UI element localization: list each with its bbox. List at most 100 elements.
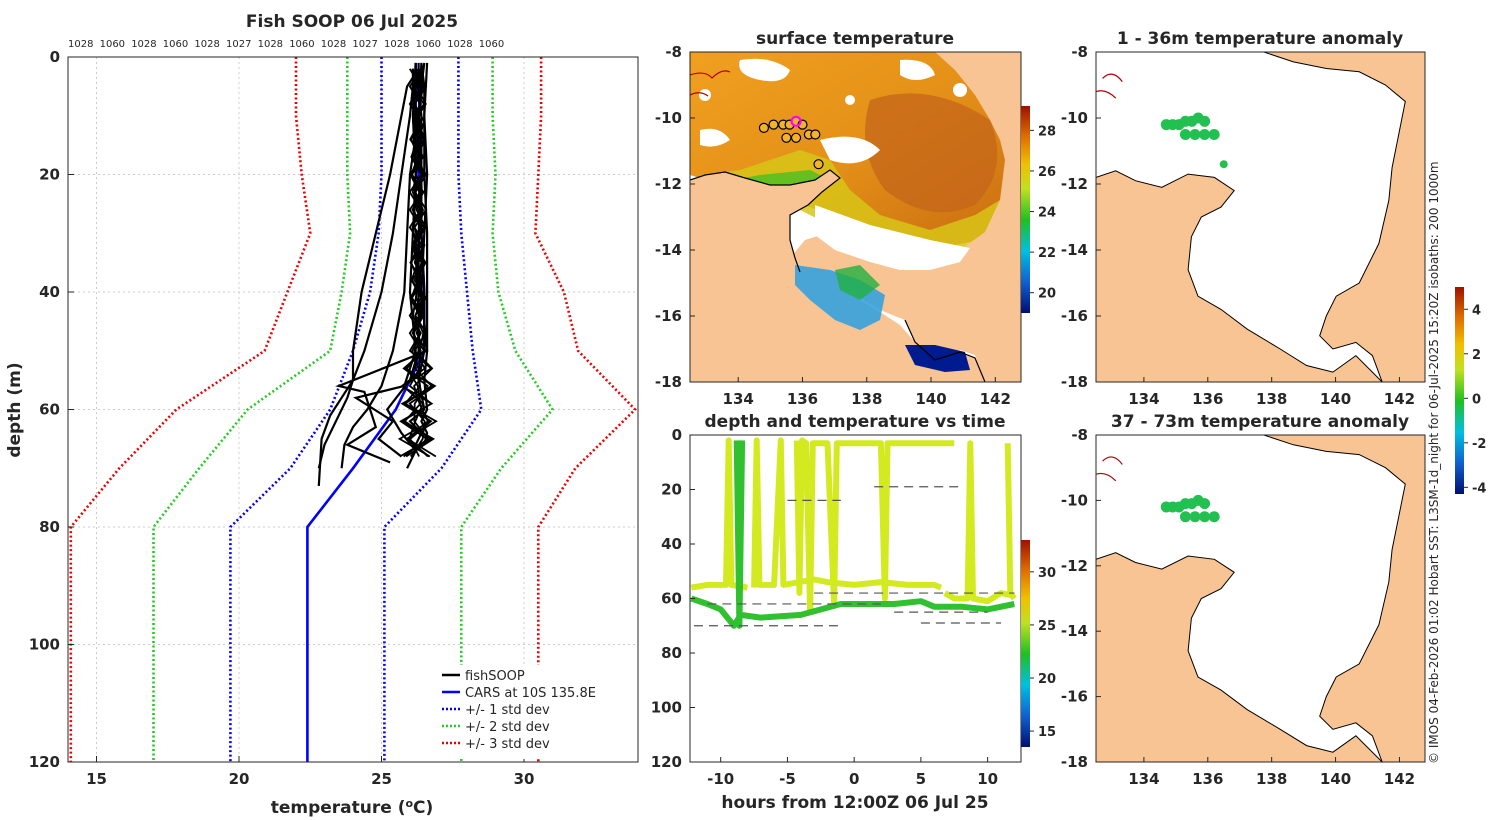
gulf-interior <box>815 205 970 270</box>
map-xtick-label: 136 <box>1192 390 1223 408</box>
time-xtick-label: 5 <box>916 770 926 788</box>
map-xtick-label: 142 <box>980 390 1011 408</box>
surface-colorbar <box>1021 106 1030 313</box>
fishsoop-profile <box>401 68 433 458</box>
surface-station-marker <box>790 132 802 143</box>
anomaly-colorbar <box>1455 287 1464 494</box>
map-ytick-label: -10 <box>1061 109 1088 127</box>
anomaly-station-marker <box>1189 511 1201 523</box>
map-ytick-label: -16 <box>1061 688 1088 706</box>
profile-xtick-label: 20 <box>229 770 250 788</box>
time-ytick-label: 0 <box>672 426 682 444</box>
sst-cloud-gaps <box>699 58 1011 164</box>
colorbar-tick-label: 4 <box>1472 303 1481 318</box>
colorbar-tick-label: 2 <box>1472 348 1481 363</box>
surface-ticks: 134 136 138 140 142 -8 -10 -12 -14 -16 -18 <box>655 43 1011 408</box>
time-marks <box>690 437 1017 629</box>
time-xlabel: hours from 12:00Z 06 Jul 25 <box>721 793 988 813</box>
fishsoop-profile <box>317 68 420 486</box>
colorbar-tick-label: 20 <box>1038 287 1056 302</box>
colorbar-tick-label: 15 <box>1038 725 1056 740</box>
sst-cold-south <box>905 345 970 372</box>
anomaly-isobath <box>1096 73 1123 99</box>
profile-xtick-label: 25 <box>371 770 392 788</box>
surface-isobath <box>690 70 731 97</box>
surface-map-panel: surface temperature <box>655 29 1056 408</box>
map-ytick-label: -14 <box>1061 241 1088 259</box>
profile-xtick-label: 15 <box>86 770 107 788</box>
map-ytick-label: -18 <box>1061 753 1088 771</box>
map-xtick-label: 140 <box>915 390 946 408</box>
profile-title: Fish SOOP 06 Jul 2025 <box>246 12 458 32</box>
surface-station-marker <box>813 159 824 170</box>
anomaly-deep-frame <box>1095 434 1426 763</box>
anomaly-deep-panel: 37 - 73m temperature anomaly 134 136 138 14… <box>1061 412 1426 788</box>
anomaly-station-marker <box>1208 511 1220 523</box>
anomaly-station-marker <box>1179 129 1191 140</box>
time-track <box>690 595 1015 629</box>
profile-top-label: 1060 <box>100 39 125 50</box>
legend-label-fishsoop: fishSOOP <box>465 669 525 684</box>
profile-ytick-label: 80 <box>39 518 60 536</box>
colorbar-tick-label: 30 <box>1038 566 1056 581</box>
anomaly-station-marker <box>1199 129 1211 140</box>
map-ytick-label: -12 <box>1061 175 1088 193</box>
anomaly-shallow-ticks: 134 136 138 140 142 -8 -10 -12 -14 -16 -18 <box>1061 43 1415 408</box>
anomaly-colorbar-ticks: -4 -2 0 2 4 <box>1464 303 1486 496</box>
map-ytick-label: -14 <box>1061 622 1088 640</box>
profile-top-label: 1028 <box>321 39 346 50</box>
profile-panel: Fish SOOP 06 Jul 2025 1028 1060 1028 1060 10… <box>5 12 639 819</box>
time-ytick-label: 60 <box>661 590 682 608</box>
fishsoop-profile <box>397 68 432 458</box>
sst-hot-core <box>865 93 998 213</box>
anomaly-station-marker <box>1219 160 1228 169</box>
time-track <box>751 437 943 591</box>
map-ytick-label: -16 <box>655 307 682 325</box>
time-track <box>690 437 748 591</box>
anomaly-deep-ticks: 134 136 138 140 142 -8 -10 -12 -14 -16 -18 <box>1061 426 1415 788</box>
fishsoop-profile <box>402 68 437 457</box>
map-xtick-label: 134 <box>1128 770 1159 788</box>
profile-ytick-label: 0 <box>50 48 60 66</box>
anomaly-shallow-frame <box>1095 51 1426 383</box>
map-xtick-label: 136 <box>787 390 818 408</box>
anomaly-isobath <box>1096 456 1123 482</box>
time-track <box>733 440 746 629</box>
map-xtick-label: 138 <box>1256 770 1287 788</box>
profile-series--1-std <box>229 57 383 762</box>
map-xtick-label: 138 <box>851 390 882 408</box>
profile-top-label: 1028 <box>258 39 283 50</box>
profile-top-label: 1060 <box>163 39 188 50</box>
anomaly-deep-title: 37 - 73m temperature anomaly <box>1111 412 1409 432</box>
colorbar-tick-label: -2 <box>1472 437 1486 452</box>
time-track <box>793 437 955 616</box>
surface-station-marker <box>810 129 821 140</box>
profile-xlabel: temperature (oC) <box>271 797 434 819</box>
anomaly-station-marker <box>1179 511 1191 523</box>
profile-legend: fishSOOP CARS at 10S 135.8E +/- 1 std de… <box>436 665 636 759</box>
profile-lines <box>69 57 637 762</box>
map-xtick-label: 134 <box>1128 390 1159 408</box>
time-title: depth and temperature vs time <box>705 412 1006 432</box>
time-ytick-label: 40 <box>661 535 682 553</box>
anomaly-shallow-map <box>1096 52 1425 382</box>
legend-label-cars: CARS at 10S 135.8E <box>465 686 596 701</box>
profile-series--2-std <box>459 57 555 762</box>
time-colorbar-ticks: 15 20 25 30 <box>1030 566 1056 740</box>
profile-top-label: 1028 <box>384 39 409 50</box>
legend-label-3std: +/- 3 std dev <box>465 737 550 752</box>
colorbar-tick-label: -4 <box>1472 481 1486 496</box>
map-ytick-label: -8 <box>1071 426 1088 444</box>
cape-york-land <box>790 52 1021 382</box>
profile-ytick-label: 100 <box>29 636 60 654</box>
map-ytick-label: -16 <box>1061 307 1088 325</box>
anomaly-cape-york-land <box>1263 435 1425 762</box>
fishsoop-profile <box>335 62 429 464</box>
sst-green-patch <box>835 265 880 300</box>
map-xtick-label: 138 <box>1256 390 1287 408</box>
map-ytick-label: -10 <box>655 109 682 127</box>
anomaly-shallow-title: 1 - 36m temperature anomaly <box>1117 29 1403 49</box>
time-xtick-label: -5 <box>779 770 796 788</box>
